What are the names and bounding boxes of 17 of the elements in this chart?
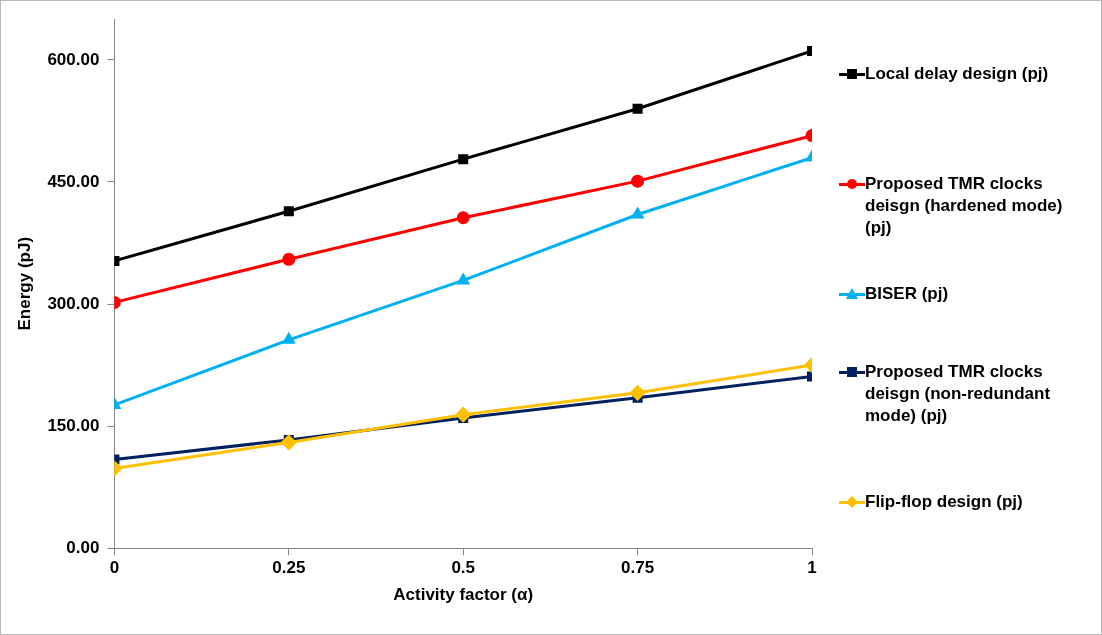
y-tick-label: 600.00 [47,49,100,69]
x-tick-label: 0 [109,558,120,578]
x-axis-title: Activity factor (α) [393,585,534,605]
legend-label: Flip-flop design (pj) [865,491,1024,513]
legend-label: Local delay design (pj) [865,63,1050,85]
y-tick-label: 150.00 [47,415,100,435]
x-tick-label: 1 [807,558,817,578]
x-tick-label: 0.25 [272,558,306,578]
legend-label: Proposed TMR clocks deisgn (hardened mode) (pj) [865,173,1064,239]
y-tick-label: 450.00 [47,171,100,191]
x-tick-label: 0.75 [621,558,655,578]
y-axis-title: Energy (pJ) [14,236,34,331]
legend-label: Proposed TMR clocks deisgn (non-redundant mode) (pj) [865,361,1052,427]
x-tick-label: 0.5 [451,558,476,578]
legend-label: BISER (pj) [865,283,950,305]
y-tick-label: 0.00 [66,537,100,557]
y-tick-label: 300.00 [47,293,100,313]
